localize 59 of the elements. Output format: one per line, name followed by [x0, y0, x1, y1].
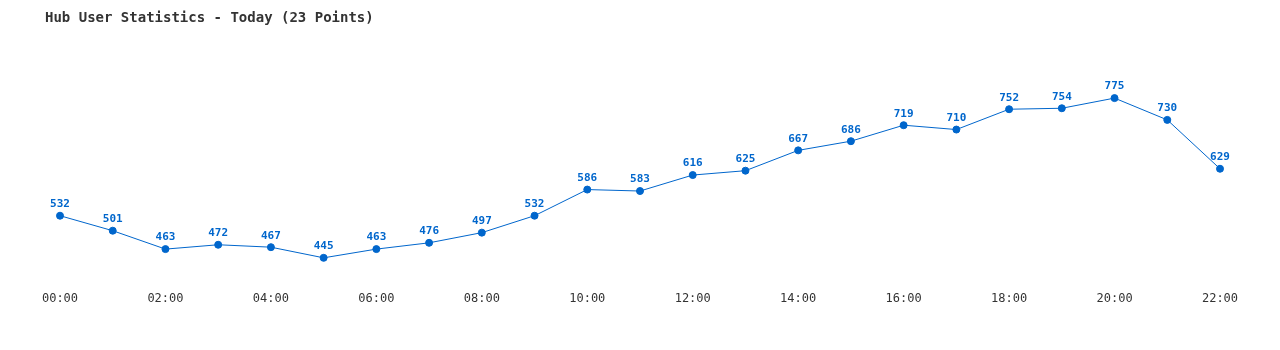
point	[1110, 94, 1119, 103]
data-label: 532	[524, 197, 545, 211]
data-label: 532	[50, 197, 70, 211]
point	[1057, 104, 1066, 113]
point	[688, 171, 697, 180]
data-label: 467	[260, 228, 281, 242]
x-tick-label: 02:00	[147, 290, 184, 305]
data-label: 463	[155, 230, 176, 244]
data-label: 775	[1104, 79, 1125, 93]
x-tick-label: 14:00	[780, 290, 817, 305]
point	[952, 125, 961, 134]
point	[319, 253, 328, 262]
data-label: 625	[735, 152, 756, 166]
point	[636, 187, 644, 196]
point	[583, 185, 592, 194]
point	[425, 238, 434, 247]
data-label: 583	[630, 172, 650, 186]
data-label: 710	[946, 110, 967, 124]
x-tick-label: 22:00	[1201, 290, 1239, 305]
x-tick-label: 18:00	[991, 290, 1028, 305]
data-label: 463	[366, 230, 387, 244]
point	[477, 228, 486, 237]
x-tick-label: 12:00	[674, 290, 711, 305]
point	[372, 245, 381, 254]
data-label: 476	[419, 224, 440, 238]
x-tick-label: 20:00	[1096, 290, 1133, 305]
x-tick-label: 08:00	[463, 290, 500, 305]
data-label: 754	[1051, 89, 1073, 103]
data-label: 752	[999, 90, 1020, 104]
point	[741, 166, 750, 175]
point	[1163, 115, 1172, 124]
chart-title: Hub User Statistics - Today (23 Points)	[45, 9, 374, 25]
x-tick-label: 10:00	[569, 290, 606, 305]
data-label: 719	[893, 106, 914, 120]
point	[1216, 164, 1224, 173]
point	[530, 211, 539, 220]
x-tick-label: 00:00	[41, 290, 79, 305]
point	[108, 226, 117, 235]
x-tick-label: 04:00	[252, 290, 289, 305]
data-label: 686	[840, 122, 862, 136]
data-label: 472	[208, 226, 229, 240]
point	[56, 211, 64, 220]
point	[266, 243, 275, 252]
data-label: 629	[1210, 150, 1230, 164]
data-label: 445	[313, 239, 334, 253]
data-label: 667	[788, 131, 809, 145]
point	[161, 245, 170, 254]
x-tick-label: 06:00	[358, 290, 395, 305]
data-label: 586	[577, 170, 598, 184]
data-label: 616	[682, 156, 704, 170]
data-label: 501	[102, 212, 124, 226]
x-tick-label: 16:00	[885, 290, 922, 305]
point	[214, 240, 223, 249]
point	[794, 146, 803, 155]
point	[1005, 105, 1014, 114]
point	[846, 137, 855, 146]
point	[899, 121, 908, 130]
data-label: 497	[471, 214, 492, 228]
data-label: 730	[1157, 101, 1178, 115]
